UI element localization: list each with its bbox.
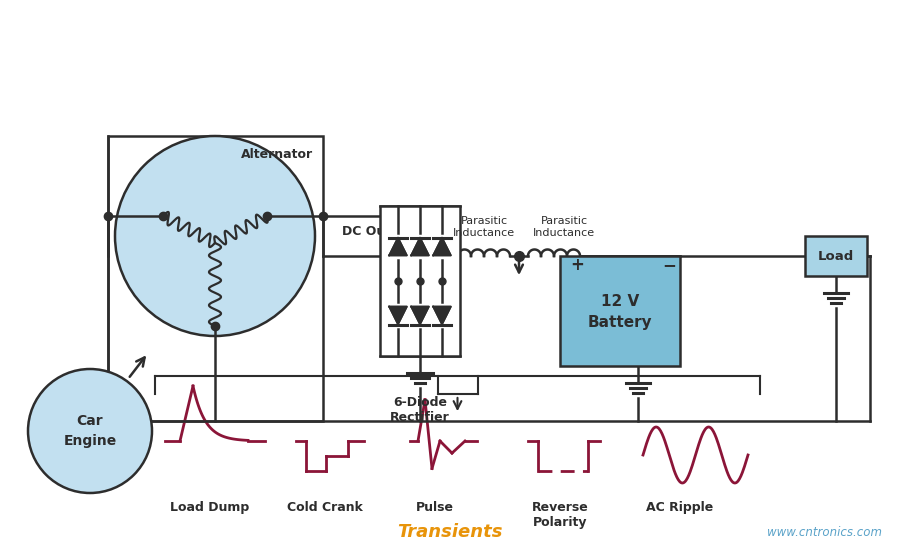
Text: DC Output: DC Output [342, 225, 415, 238]
Circle shape [115, 136, 315, 336]
Text: Transients: Transients [397, 523, 503, 541]
Text: −: − [662, 256, 676, 274]
Text: Reverse
Polarity: Reverse Polarity [532, 501, 589, 529]
Text: 6-Diode
Rectifier: 6-Diode Rectifier [390, 396, 450, 424]
Polygon shape [411, 237, 429, 256]
Bar [108, 136, 323, 421]
Text: Load Dump: Load Dump [170, 501, 249, 514]
Text: Load: Load [818, 250, 854, 262]
Text: Engine: Engine [63, 434, 117, 448]
Text: AC Ripple: AC Ripple [646, 501, 714, 514]
Polygon shape [389, 306, 407, 325]
Text: Car: Car [76, 414, 104, 428]
Bar [560, 256, 680, 366]
Text: Alternator: Alternator [241, 148, 313, 161]
Text: Cold Crank: Cold Crank [287, 501, 363, 514]
Polygon shape [433, 306, 451, 325]
Text: Pulse: Pulse [416, 501, 454, 514]
Text: www.cntronics.com: www.cntronics.com [767, 526, 882, 539]
Text: Parasitic
Inductance: Parasitic Inductance [453, 217, 515, 238]
Text: Parasitic
Inductance: Parasitic Inductance [533, 217, 595, 238]
Bar [380, 206, 460, 356]
Polygon shape [389, 237, 407, 256]
Circle shape [28, 369, 152, 493]
Polygon shape [433, 237, 451, 256]
Polygon shape [411, 306, 429, 325]
Bar [805, 236, 867, 276]
Text: Battery: Battery [588, 316, 652, 331]
Text: +: + [570, 256, 584, 274]
Text: 12 V: 12 V [601, 294, 639, 309]
